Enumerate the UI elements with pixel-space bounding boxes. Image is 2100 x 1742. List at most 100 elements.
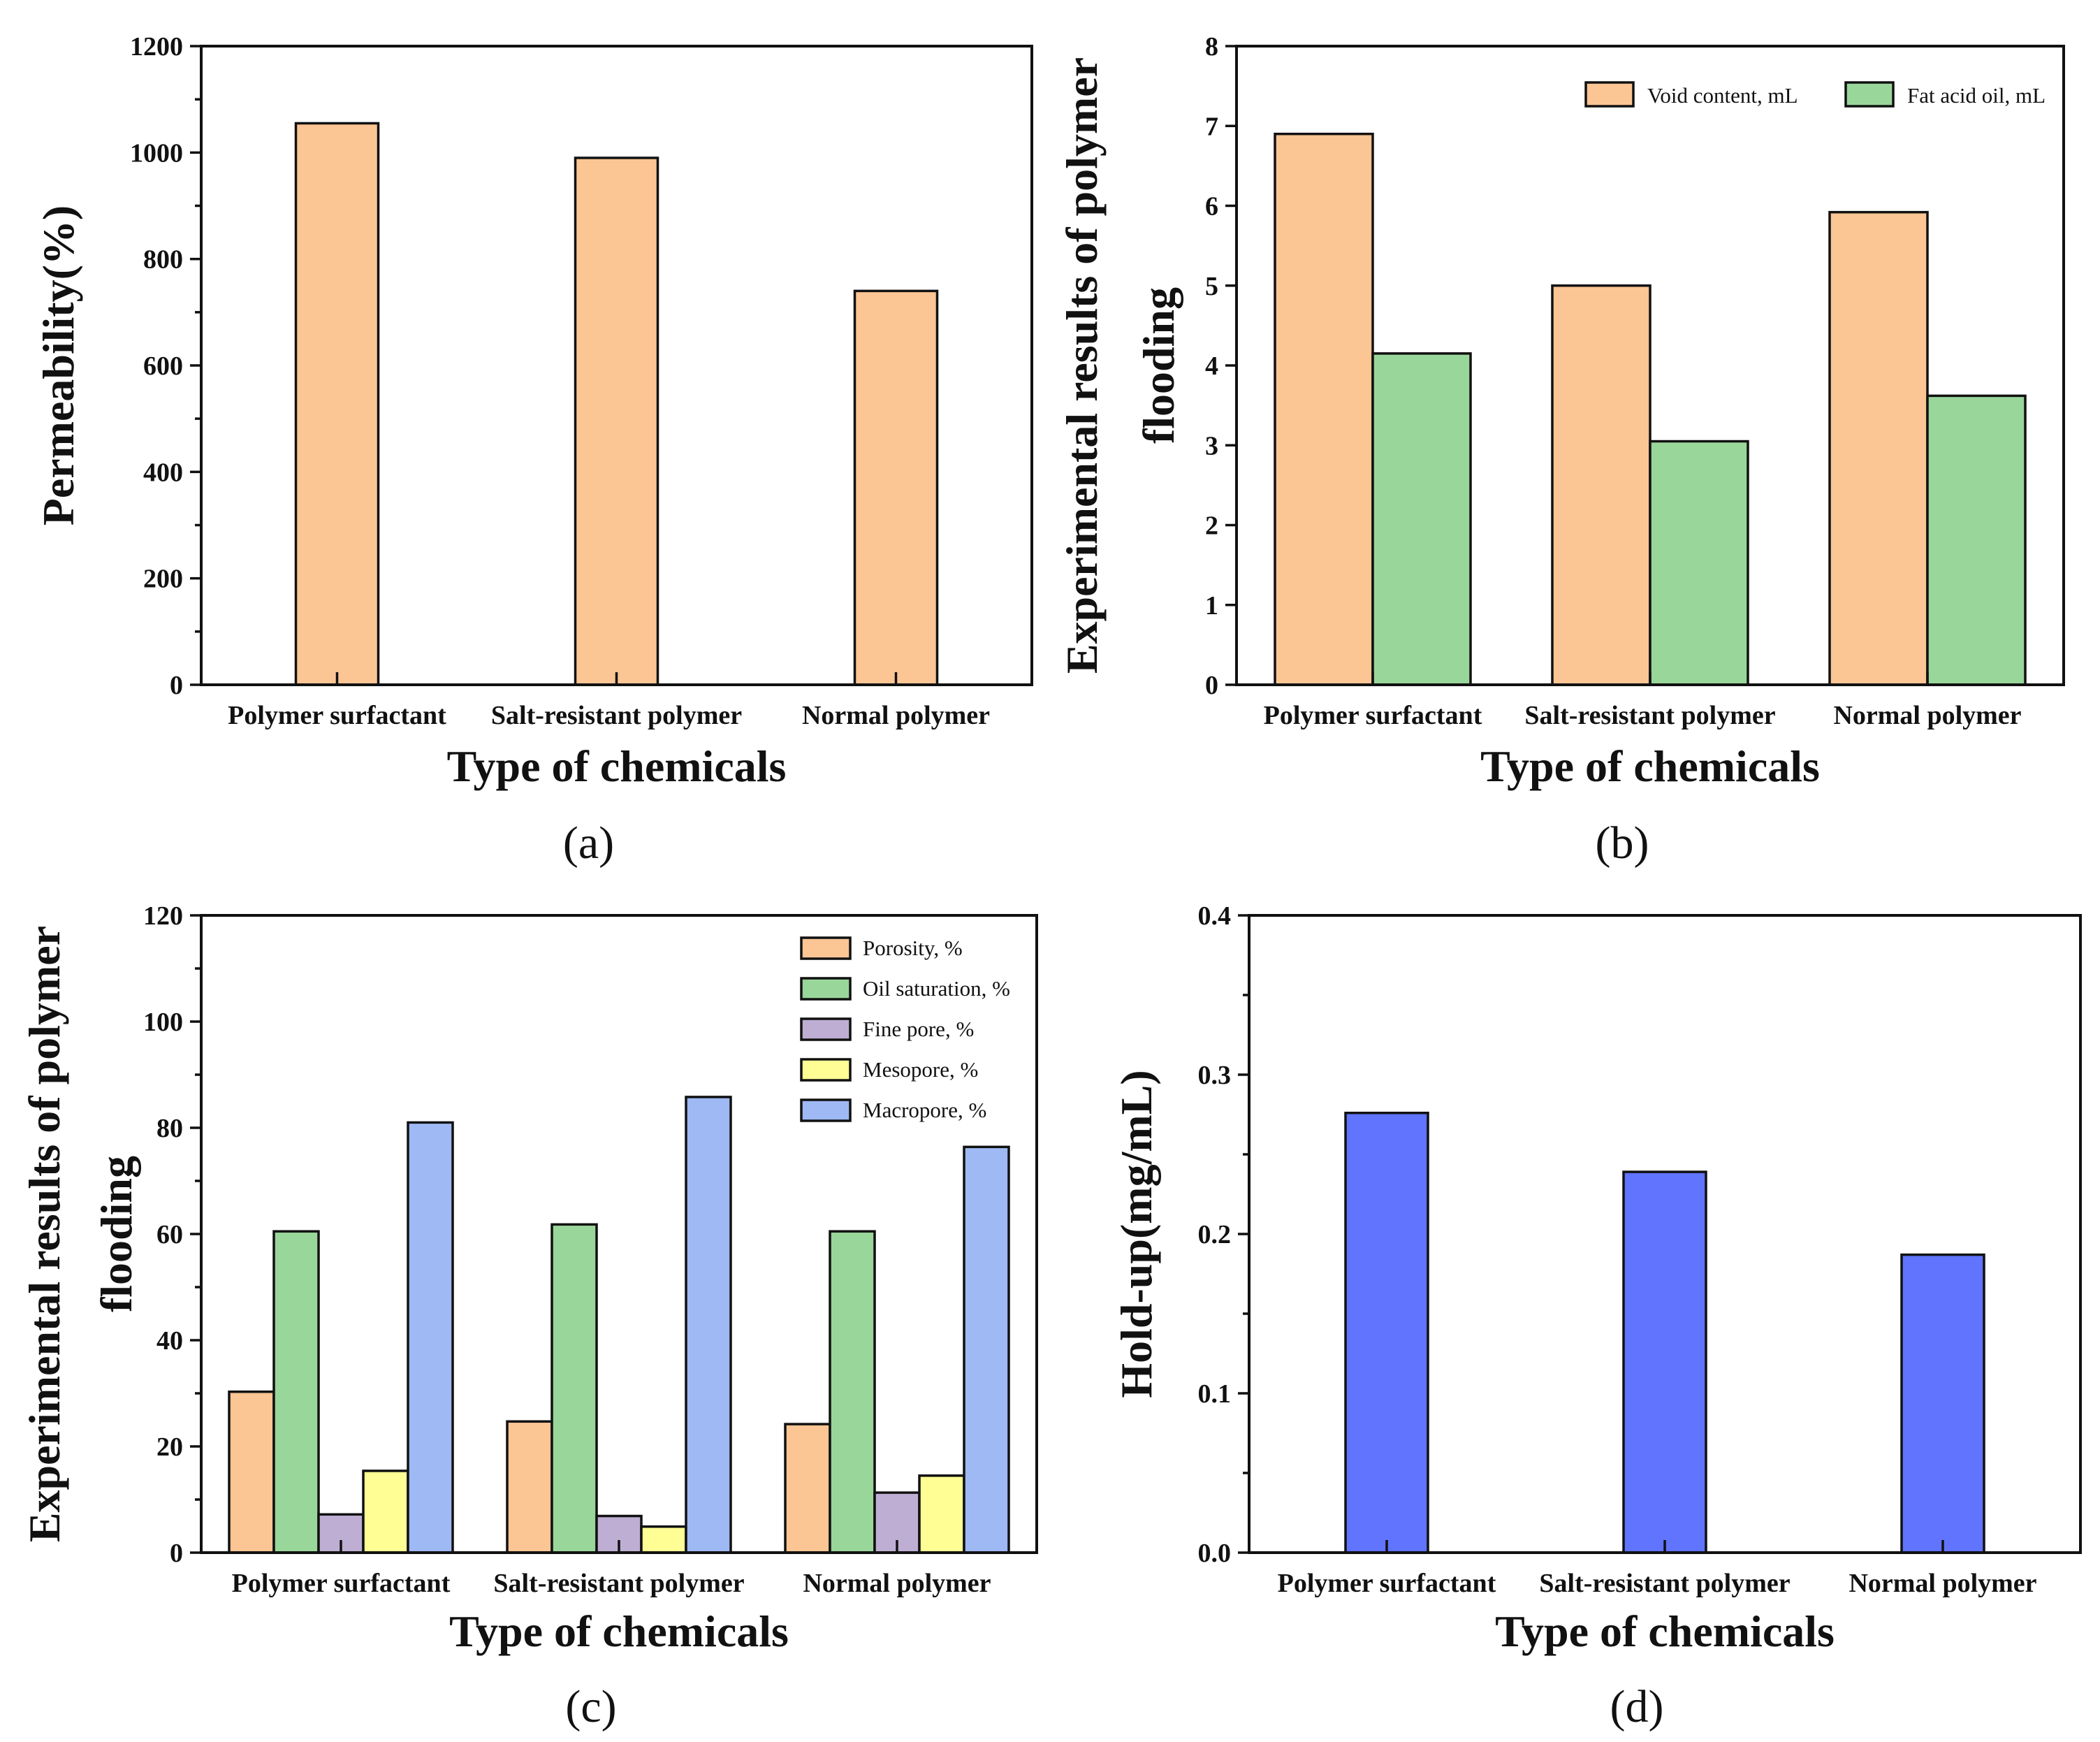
legend-swatch [800, 977, 852, 1001]
x-tick-label: Normal polymer [802, 701, 990, 730]
bar-c-macropore-1 [685, 1096, 732, 1554]
y-tick-label: 0.3 [1198, 1061, 1232, 1090]
x-axis-title: Type of chemicals [447, 741, 787, 791]
y-tick-label: 8 [1205, 32, 1218, 61]
y-tick-label: 200 [143, 565, 183, 594]
y-axis-title-line1: Experimental results of polymer [20, 926, 69, 1542]
bar-c-porosity-2 [784, 1423, 831, 1554]
legend-label: Oil saturation, % [863, 976, 1010, 1001]
y-tick-label: 120 [143, 901, 183, 931]
y-tick-label: 0 [170, 1539, 183, 1568]
y-tick-label: 800 [143, 245, 183, 275]
y-tick-label: 0.2 [1198, 1220, 1232, 1249]
bar-d-hold-up-0 [1344, 1111, 1429, 1554]
bar-a-permeability-1 [574, 157, 659, 686]
x-tick-label: Salt-resistant polymer [1539, 1569, 1790, 1598]
x-tick-label: Salt-resistant polymer [1524, 701, 1775, 730]
panel-label-c: (c) [565, 1681, 616, 1732]
y-tick-label: 0.1 [1198, 1379, 1232, 1409]
y-tick-label: 1200 [130, 32, 183, 61]
chart-panel-a: Polymer surfactant Salt-resistant polymer… [34, 32, 1033, 869]
x-tick-label: Salt-resistant polymer [491, 701, 742, 730]
chart-panel-d: Polymer surfactant Salt-resistant polymer… [1111, 901, 2082, 1732]
y-tick-label: 0.0 [1198, 1539, 1232, 1568]
y-tick-label: 0.4 [1198, 901, 1232, 931]
y-tick-label: 0 [1205, 671, 1218, 700]
bar-b-fat-acid-oil-0 [1371, 352, 1472, 686]
legend-swatch [800, 1058, 852, 1082]
legend-swatch [800, 1017, 852, 1041]
y-tick-label: 1 [1205, 591, 1218, 620]
y-tick-label: 20 [156, 1432, 183, 1462]
x-tick-label: Normal polymer [803, 1569, 991, 1598]
bar-c-porosity-0 [228, 1390, 275, 1554]
y-tick-label: 5 [1205, 272, 1218, 301]
legend-b: Void content, mL Fat acid oil, mL [1584, 81, 2046, 108]
x-tick-label: Salt-resistant polymer [493, 1569, 744, 1598]
y-tick-label: 4 [1205, 351, 1218, 381]
x-axis-title: Type of chemicals [449, 1606, 789, 1656]
bar-c-mesopore-0 [362, 1469, 409, 1554]
bar-b-fat-acid-oil-1 [1649, 440, 1749, 686]
x-tick-label: Normal polymer [1833, 701, 2021, 730]
x-tick-label: Polymer surfactant [228, 701, 446, 730]
chart-panel-b: Polymer surfactant Salt-resistant polymer… [1057, 32, 2065, 869]
legend-swatch [800, 936, 852, 960]
y-tick-label: 100 [143, 1008, 183, 1037]
panel-label-b: (b) [1596, 818, 1649, 869]
y-axis-title-line2: flooding [92, 1156, 141, 1312]
legend-label: Mesopore, % [863, 1057, 978, 1082]
bar-c-mesopore-2 [918, 1474, 965, 1554]
y-tick-label: 7 [1205, 112, 1218, 141]
x-axis-title: Type of chemicals [1480, 741, 1820, 791]
bar-b-fat-acid-oil-2 [1926, 394, 2027, 686]
legend-swatch [1844, 81, 1895, 108]
bar-c-macropore-0 [407, 1121, 454, 1554]
bar-c-oil-saturation-1 [550, 1223, 598, 1554]
legend-label: Void content, mL [1647, 83, 1798, 108]
legend-label: Fine pore, % [863, 1017, 974, 1041]
bar-a-permeability-0 [294, 122, 380, 686]
bar-b-void-content-2 [1828, 210, 1929, 686]
bar-c-mesopore-1 [640, 1525, 687, 1554]
legend-swatch [800, 1098, 852, 1122]
bar-b-void-content-0 [1274, 132, 1374, 686]
bar-b-void-content-1 [1551, 284, 1651, 686]
legend-label: Fat acid oil, mL [1907, 83, 2046, 108]
x-tick-label: Polymer surfactant [1264, 701, 1482, 730]
y-axis-title: Permeability(%) [34, 205, 83, 526]
y-axis-title: Hold-up(mg/mL) [1111, 1070, 1161, 1398]
bar-c-oil-saturation-0 [272, 1230, 320, 1554]
y-tick-label: 40 [156, 1326, 183, 1356]
bar-c-oil-saturation-2 [829, 1230, 876, 1554]
y-axis-title-line1: Experimental results of polymer [1057, 57, 1107, 674]
y-tick-label: 3 [1205, 431, 1218, 460]
y-tick-label: 6 [1205, 192, 1218, 222]
x-tick-label: Polymer surfactant [1278, 1569, 1496, 1598]
plot-frame-c [200, 914, 1038, 1554]
legend-label: Porosity, % [863, 936, 963, 960]
bar-c-porosity-1 [506, 1420, 553, 1554]
x-tick-label: Normal polymer [1849, 1569, 2036, 1598]
bar-a-permeability-2 [853, 289, 939, 686]
legend-label: Macropore, % [863, 1098, 986, 1122]
panel-label-a: (a) [563, 818, 614, 869]
y-tick-label: 80 [156, 1114, 183, 1143]
y-tick-label: 400 [143, 458, 183, 487]
bar-c-macropore-2 [963, 1145, 1010, 1554]
y-tick-label: 600 [143, 351, 183, 381]
y-tick-label: 0 [170, 671, 183, 700]
legend-c: Porosity, % Oil saturation, % Fine pore, %… [800, 936, 1010, 1122]
y-axis-title-line2: flooding [1134, 287, 1183, 444]
y-tick-label: 60 [156, 1220, 183, 1249]
y-tick-label: 1000 [130, 138, 183, 168]
y-tick-label: 2 [1205, 511, 1218, 541]
bar-d-hold-up-1 [1622, 1170, 1707, 1554]
panel-label-d: (d) [1610, 1681, 1664, 1732]
legend-swatch [1584, 81, 1635, 108]
x-axis-title: Type of chemicals [1495, 1606, 1835, 1656]
bar-d-hold-up-2 [1900, 1253, 1985, 1554]
chart-panel-c: Polymer surfactant Salt-resistant polymer… [20, 901, 1038, 1732]
x-tick-label: Polymer surfactant [232, 1569, 451, 1598]
